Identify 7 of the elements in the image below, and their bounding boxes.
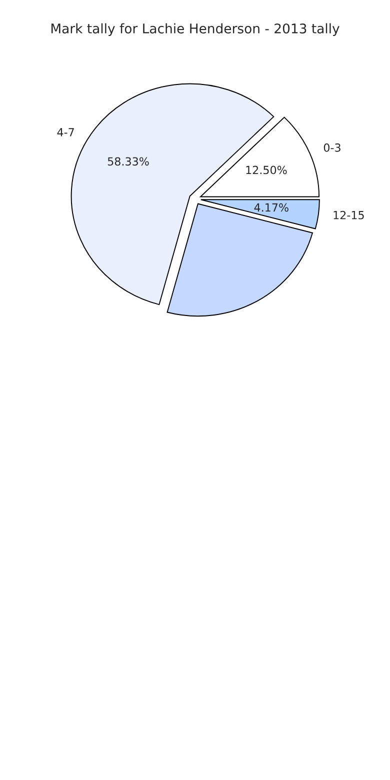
data-label: 58.33% [108, 157, 149, 166]
data-label: 12.50% [246, 166, 287, 174]
slice-label: 12-15 [334, 210, 364, 220]
data-label: 4.17% [254, 203, 288, 212]
slice-label: 4-7 [57, 128, 74, 136]
slice-label: 0-3 [324, 143, 340, 152]
chart-title: Mark tally for Lachie Henderson - 2013 tally [51, 23, 340, 36]
